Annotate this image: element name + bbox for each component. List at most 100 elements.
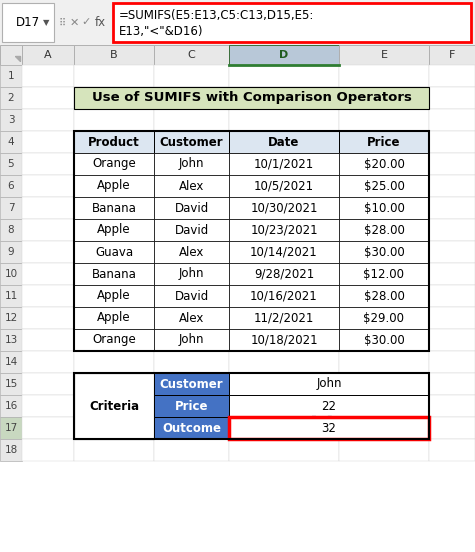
Text: David: David (174, 224, 209, 236)
Bar (74, 175, 154, 197)
Text: 3: 3 (8, 115, 14, 125)
Text: 14: 14 (4, 357, 18, 367)
Text: ✕: ✕ (69, 18, 79, 28)
Bar (74, 153, 154, 175)
Text: Orange: Orange (92, 157, 136, 171)
Bar (154, 307, 229, 329)
Bar (74, 263, 154, 285)
Text: Apple: Apple (97, 179, 131, 193)
Text: ✓: ✓ (81, 18, 91, 28)
Bar (0, 417, 22, 439)
Text: 5: 5 (8, 159, 14, 169)
Text: eldev: eldev (295, 415, 363, 435)
Text: $28.00: $28.00 (363, 224, 404, 236)
Bar (74, 197, 154, 219)
Bar (0, 373, 22, 395)
Bar (339, 241, 429, 263)
Text: Apple: Apple (97, 311, 131, 325)
Bar (229, 285, 339, 307)
Text: ⠿: ⠿ (58, 18, 66, 28)
Bar (339, 417, 429, 439)
Bar (339, 175, 429, 197)
Bar (154, 373, 229, 395)
Text: 13: 13 (4, 335, 18, 345)
Bar (74, 351, 154, 373)
Bar (154, 329, 229, 351)
Bar (0, 65, 22, 87)
Bar (429, 153, 475, 175)
Bar (154, 131, 229, 153)
Bar (339, 373, 429, 395)
Bar (154, 307, 229, 329)
Bar (229, 241, 339, 263)
Bar (154, 45, 229, 65)
Bar (22, 65, 74, 87)
Bar (229, 329, 339, 351)
Text: D17: D17 (16, 16, 40, 29)
Bar (339, 131, 429, 153)
Bar (22, 417, 74, 439)
Bar (229, 263, 339, 285)
Text: 11: 11 (4, 291, 18, 301)
Text: 10: 10 (4, 269, 18, 279)
Text: EXCEL - DATA - BI: EXCEL - DATA - BI (296, 432, 362, 440)
Bar (74, 219, 154, 241)
Bar (154, 439, 229, 461)
Bar (429, 197, 475, 219)
Bar (339, 263, 429, 285)
Bar (2, 3, 54, 42)
Bar (22, 351, 74, 373)
Bar (154, 109, 229, 131)
Bar (339, 109, 429, 131)
Bar (22, 153, 74, 175)
Text: $20.00: $20.00 (363, 157, 404, 171)
Bar (229, 153, 339, 175)
Text: 12: 12 (4, 313, 18, 323)
Bar (0, 351, 22, 373)
Bar (229, 153, 339, 175)
Text: David: David (174, 289, 209, 302)
Bar (154, 197, 229, 219)
Text: Outcome: Outcome (162, 422, 221, 434)
Bar (339, 197, 429, 219)
Text: $28.00: $28.00 (363, 289, 404, 302)
Text: 17: 17 (4, 423, 18, 433)
Bar (0, 87, 22, 109)
Text: Banana: Banana (92, 201, 136, 215)
Bar (229, 373, 339, 395)
Bar (429, 219, 475, 241)
Text: $29.00: $29.00 (363, 311, 405, 325)
Text: ▼: ▼ (43, 18, 49, 27)
Text: John: John (179, 268, 204, 280)
Bar (74, 373, 429, 439)
Bar (154, 263, 229, 285)
Text: 10/18/2021: 10/18/2021 (250, 333, 318, 347)
Bar (339, 329, 429, 351)
Text: John: John (179, 157, 204, 171)
Text: 10/30/2021: 10/30/2021 (250, 201, 318, 215)
Bar (229, 373, 429, 395)
Bar (339, 263, 429, 285)
Bar (74, 285, 154, 307)
Bar (339, 45, 429, 65)
Bar (74, 131, 154, 153)
Text: 2: 2 (8, 93, 14, 103)
Bar (0, 241, 22, 263)
Bar (0, 45, 22, 65)
Bar (229, 131, 339, 153)
Bar (74, 373, 154, 439)
Text: $12.00: $12.00 (363, 268, 405, 280)
Bar (429, 373, 475, 395)
Bar (429, 439, 475, 461)
Bar (0, 285, 22, 307)
Bar (154, 329, 229, 351)
Bar (229, 197, 339, 219)
Text: $30.00: $30.00 (364, 246, 404, 258)
Bar (154, 373, 229, 395)
Bar (74, 87, 429, 109)
Bar (229, 417, 429, 439)
Bar (229, 131, 339, 153)
Bar (0, 329, 22, 351)
Text: 4: 4 (8, 137, 14, 147)
Text: Criteria: Criteria (89, 400, 139, 412)
